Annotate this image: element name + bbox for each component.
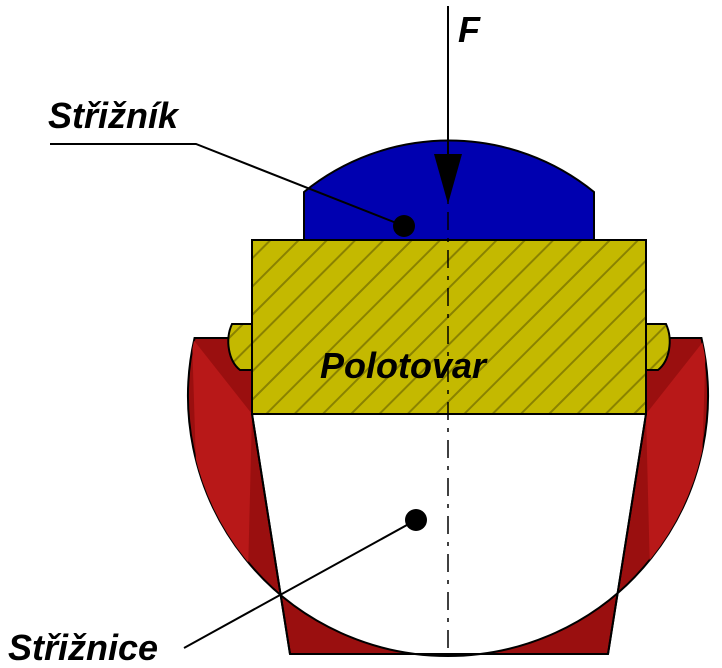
force-label: F xyxy=(458,9,481,50)
die-label: Střižnice xyxy=(8,627,158,668)
punch-leader-dot xyxy=(393,215,415,237)
die-leader-dot xyxy=(405,509,427,531)
blank-body xyxy=(252,240,646,414)
punch-label: Střižník xyxy=(48,95,180,136)
blank-label: Polotovar xyxy=(320,345,488,386)
